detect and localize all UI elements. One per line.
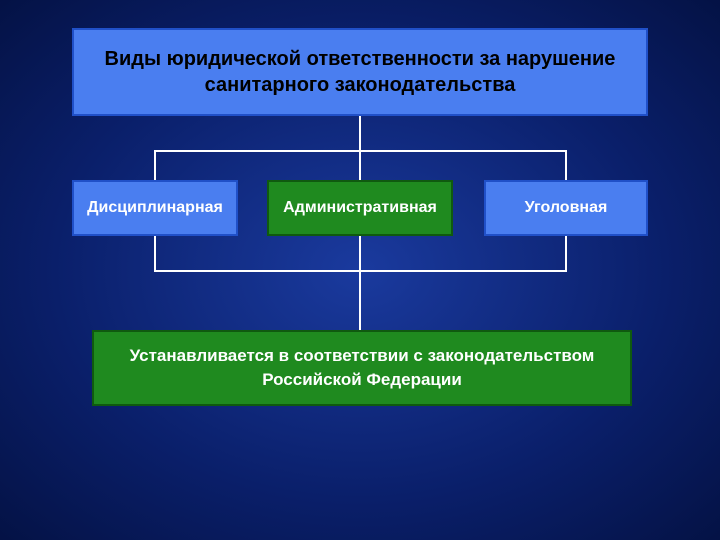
connector-bottom-branch-center — [359, 236, 361, 270]
footer-text: Устанавливается в соответствии с законод… — [124, 344, 600, 392]
box-administrative-label: Административная — [283, 199, 437, 217]
connector-top-vertical — [359, 116, 361, 150]
connector-bottom-branch-right — [565, 236, 567, 270]
connector-top-branch-right — [565, 150, 567, 180]
box-administrative: Административная — [267, 180, 453, 236]
box-criminal-label: Уголовная — [525, 199, 608, 217]
footer-box: Устанавливается в соответствии с законод… — [92, 330, 632, 406]
box-disciplinary: Дисциплинарная — [72, 180, 238, 236]
connector-top-branch-center — [359, 150, 361, 180]
box-criminal: Уголовная — [484, 180, 648, 236]
title-box: Виды юридической ответственности за нару… — [72, 28, 648, 116]
connector-top-branch-left — [154, 150, 156, 180]
connector-bottom-vertical — [359, 270, 361, 330]
connector-bottom-branch-left — [154, 236, 156, 270]
box-disciplinary-label: Дисциплинарная — [87, 199, 223, 217]
title-text: Виды юридической ответственности за нару… — [92, 46, 628, 98]
